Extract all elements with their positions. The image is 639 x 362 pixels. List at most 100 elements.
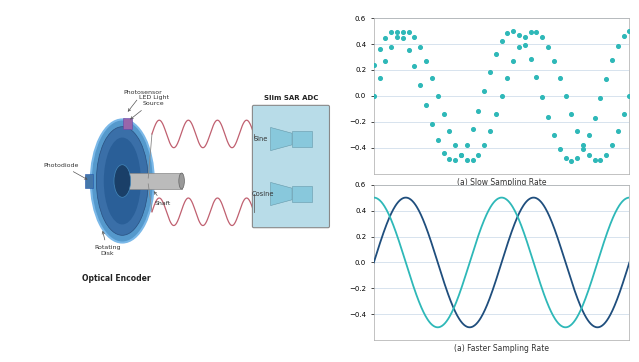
Point bbox=[450, 157, 460, 163]
Point bbox=[583, 152, 594, 158]
Point bbox=[386, 29, 396, 35]
Point bbox=[479, 88, 489, 94]
Text: Photosensor: Photosensor bbox=[123, 90, 162, 111]
Text: Shaft: Shaft bbox=[154, 192, 171, 206]
Text: Cosine: Cosine bbox=[252, 191, 275, 197]
Point bbox=[438, 111, 449, 117]
Point bbox=[438, 150, 449, 155]
Bar bbox=[85, 174, 93, 188]
Point bbox=[427, 121, 437, 127]
Text: LED Light
Source: LED Light Source bbox=[130, 95, 169, 119]
Point bbox=[578, 146, 588, 152]
Point bbox=[374, 46, 385, 52]
Point bbox=[497, 38, 507, 44]
Point bbox=[380, 58, 390, 64]
FancyBboxPatch shape bbox=[252, 105, 330, 228]
Point bbox=[572, 128, 582, 134]
Point bbox=[386, 44, 396, 50]
Point bbox=[497, 93, 507, 99]
Point bbox=[508, 58, 518, 64]
Point bbox=[566, 158, 576, 164]
Point bbox=[491, 51, 501, 57]
Bar bbox=[292, 131, 312, 147]
Point bbox=[514, 32, 524, 38]
Point bbox=[525, 56, 535, 62]
Point bbox=[421, 58, 431, 64]
Point bbox=[578, 142, 588, 148]
Point bbox=[410, 34, 420, 40]
Point bbox=[560, 93, 571, 99]
Point bbox=[520, 34, 530, 40]
Point bbox=[456, 152, 466, 158]
Point bbox=[583, 132, 594, 138]
X-axis label: (a) Faster Sampling Rate: (a) Faster Sampling Rate bbox=[454, 345, 549, 353]
Point bbox=[456, 152, 466, 158]
Bar bbox=[292, 186, 312, 202]
Point bbox=[596, 96, 606, 101]
Point bbox=[392, 29, 402, 35]
Point bbox=[514, 44, 524, 50]
Point bbox=[555, 75, 565, 81]
Point bbox=[601, 76, 612, 81]
Point bbox=[508, 28, 518, 34]
Point bbox=[549, 58, 559, 64]
Point bbox=[624, 93, 635, 99]
Point bbox=[461, 142, 472, 147]
Point bbox=[624, 28, 635, 34]
Bar bbox=[123, 118, 132, 129]
Point bbox=[461, 157, 472, 163]
Point bbox=[543, 44, 553, 50]
Point bbox=[433, 137, 443, 143]
Point bbox=[392, 34, 402, 40]
Point bbox=[473, 108, 484, 114]
Point bbox=[520, 42, 530, 48]
Point bbox=[444, 157, 454, 163]
Point bbox=[468, 157, 478, 163]
Point bbox=[502, 75, 512, 81]
Text: Slim SAR ADC: Slim SAR ADC bbox=[264, 95, 318, 101]
Polygon shape bbox=[270, 182, 292, 206]
Point bbox=[525, 29, 535, 35]
Point bbox=[468, 126, 478, 132]
Point bbox=[479, 142, 489, 148]
Ellipse shape bbox=[91, 119, 154, 243]
Text: Optical Encoder: Optical Encoder bbox=[82, 274, 151, 283]
Point bbox=[613, 43, 623, 49]
Point bbox=[433, 93, 443, 99]
Point bbox=[532, 29, 542, 35]
Point bbox=[473, 152, 484, 158]
Point bbox=[404, 47, 414, 53]
Ellipse shape bbox=[179, 173, 185, 189]
Point bbox=[374, 75, 385, 81]
Point bbox=[555, 146, 565, 151]
Point bbox=[613, 128, 623, 134]
Ellipse shape bbox=[114, 165, 130, 197]
Point bbox=[566, 111, 576, 117]
Point bbox=[421, 102, 431, 108]
Polygon shape bbox=[270, 127, 292, 151]
Point bbox=[607, 58, 617, 63]
Point bbox=[502, 30, 512, 36]
Point bbox=[369, 93, 379, 99]
Point bbox=[572, 155, 582, 161]
Point bbox=[380, 35, 390, 41]
Point bbox=[369, 62, 379, 68]
Point bbox=[397, 35, 408, 41]
Point bbox=[415, 82, 426, 88]
Point bbox=[491, 111, 501, 117]
Point bbox=[410, 63, 420, 69]
Point bbox=[450, 142, 460, 148]
Point bbox=[619, 111, 629, 117]
Point bbox=[543, 114, 553, 120]
Ellipse shape bbox=[104, 138, 141, 224]
Point bbox=[404, 29, 414, 35]
Point bbox=[427, 75, 437, 81]
Point bbox=[607, 142, 617, 148]
Ellipse shape bbox=[96, 127, 148, 235]
Point bbox=[444, 128, 454, 134]
Text: Sine: Sine bbox=[254, 136, 268, 142]
Point bbox=[537, 94, 548, 100]
Point bbox=[601, 152, 612, 158]
Point bbox=[560, 155, 571, 160]
Text: Rotating
Disk: Rotating Disk bbox=[94, 232, 121, 256]
